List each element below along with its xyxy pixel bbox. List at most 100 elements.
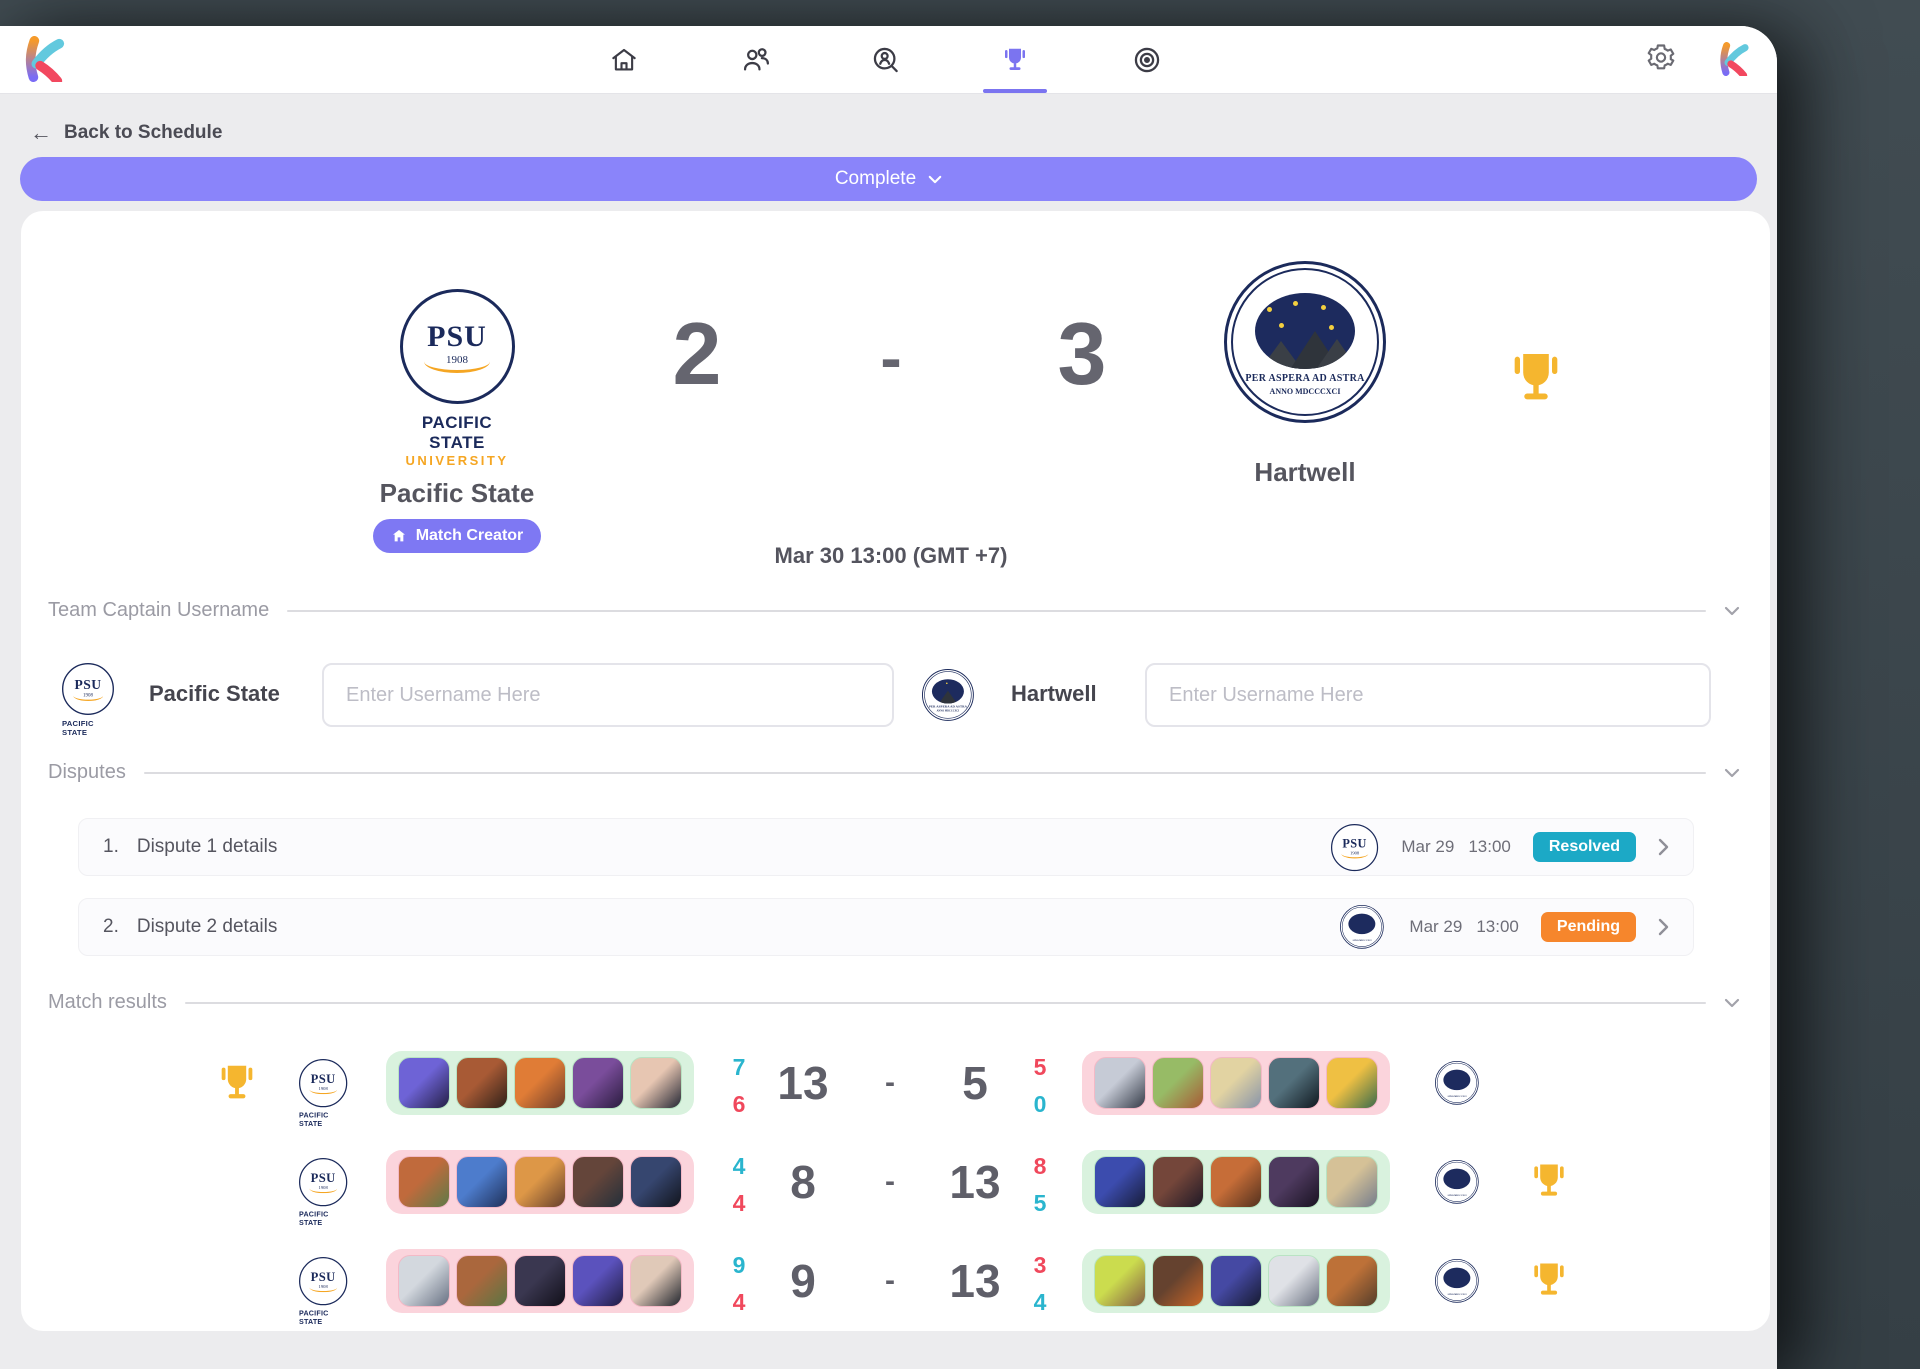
half-scores-right: 3 4 — [1033, 1252, 1047, 1315]
chevron-down-icon[interactable] — [1724, 768, 1740, 778]
agent-avatar — [1268, 1057, 1320, 1109]
team-left-mini-logo: PSU 1908 PACIFIC STATE — [299, 1158, 348, 1227]
dispute-team-logo: PSU 1908 — [1329, 823, 1379, 871]
map-winner-trophy-icon — [214, 1060, 260, 1111]
status-label: Complete — [834, 168, 917, 189]
results-section-title: Match results — [48, 991, 167, 1013]
chevron-down-icon[interactable] — [1724, 606, 1740, 616]
match-creator-badge: Match Creator — [372, 519, 542, 553]
half-scores-left: 9 4 — [732, 1252, 746, 1315]
agent-avatar — [1152, 1156, 1204, 1208]
score-left: 2 — [672, 304, 722, 403]
team-left-block: PSU 1908 PACIFIC STATE UNIVERSITY Pacifi… — [347, 289, 567, 553]
agent-avatar — [514, 1057, 566, 1109]
team-right-mini-logo: ANNO MDCCCXCI — [1435, 1061, 1479, 1105]
brand-k-logo[interactable] — [20, 36, 66, 82]
teams-icon[interactable] — [736, 40, 776, 80]
half-scores-right: 8 5 — [1033, 1153, 1047, 1216]
agent-avatar — [398, 1255, 450, 1307]
winner-trophy-icon — [1504, 346, 1568, 415]
result-row-2: PSU 1908 PACIFIC STATE 4 4 8 - 13 — [21, 1150, 1770, 1226]
dispute-row-1[interactable]: 1. Dispute 1 details PSU 1908 — [78, 818, 1694, 876]
map-score-right: 13 — [949, 1255, 1001, 1307]
team-left-mini-logo: PSU 1908 PACIFIC STATE — [299, 1059, 348, 1128]
team-left-mini-logo: PSU 1908 PACIFIC STATE — [62, 663, 114, 737]
agent-avatar — [1094, 1255, 1146, 1307]
dispute-datetime: Mar 29 13:00 — [1409, 917, 1519, 936]
agent-avatar — [630, 1057, 682, 1109]
agent-avatar — [1152, 1255, 1204, 1307]
map-score-separator: - — [885, 1066, 895, 1099]
agent-avatar — [456, 1156, 508, 1208]
half-scores-left: 4 4 — [732, 1153, 746, 1216]
agent-avatar — [1152, 1057, 1204, 1109]
active-tab-underline — [983, 89, 1047, 93]
agents-panel-right — [1082, 1249, 1390, 1313]
dispute-team-logo: ANNO MDCCCXCI — [1337, 905, 1387, 949]
agent-avatar — [514, 1255, 566, 1307]
agent-avatar — [630, 1255, 682, 1307]
match-datetime: Mar 30 13:00 (GMT +7) — [774, 543, 1008, 568]
captain-right-team-label: Hartwell — [1011, 681, 1097, 706]
team-right-mini-logo: ANNO MDCCCXCI — [1435, 1160, 1479, 1204]
agent-avatar — [1210, 1057, 1262, 1109]
section-divider — [287, 609, 1706, 612]
agent-avatar — [572, 1255, 624, 1307]
section-divider — [184, 1001, 1706, 1004]
agents-panel-right — [1082, 1150, 1390, 1214]
agent-avatar — [572, 1057, 624, 1109]
map-score-left: 8 — [790, 1156, 816, 1208]
score-separator: - — [880, 322, 902, 394]
disputes-section-title: Disputes — [48, 761, 126, 783]
agent-avatar — [572, 1156, 624, 1208]
result-row-3: PSU 1908 PACIFIC STATE 9 4 9 - 13 — [21, 1249, 1770, 1325]
dispute-status-badge: Pending — [1540, 912, 1636, 942]
match-status-dropdown[interactable]: Complete — [20, 157, 1757, 201]
map-score-separator: - — [885, 1165, 895, 1198]
agents-panel-left — [386, 1150, 694, 1214]
agent-avatar — [514, 1156, 566, 1208]
dispute-datetime: Mar 29 13:00 — [1401, 837, 1511, 856]
map-winner-trophy-icon — [1527, 1159, 1571, 1208]
profile-k-logo[interactable] — [1716, 42, 1750, 76]
hartwell-logo: PER ASPERA AD ASTRA ANNO MDCCCXCI — [1224, 261, 1386, 423]
disputes-section-header: Disputes — [48, 761, 1740, 784]
agent-avatar — [1210, 1156, 1262, 1208]
captain-right-username-input[interactable] — [1145, 663, 1711, 727]
map-score-right: 13 — [949, 1156, 1001, 1208]
team-right-block: PER ASPERA AD ASTRA ANNO MDCCCXCI Hartwe… — [1175, 261, 1435, 488]
half-scores-right: 5 0 — [1033, 1054, 1047, 1117]
agent-avatar — [398, 1057, 450, 1109]
dispute-status-badge: Resolved — [1532, 832, 1636, 862]
chevron-down-icon[interactable] — [1724, 998, 1740, 1008]
agents-panel-left — [386, 1051, 694, 1115]
map-score-left: 13 — [777, 1057, 829, 1109]
half-scores-left: 7 6 — [732, 1054, 746, 1117]
agent-avatar — [1268, 1156, 1320, 1208]
back-arrow-icon: ← — [30, 120, 52, 145]
settings-gear-icon[interactable] — [1645, 41, 1677, 78]
map-score-right: 5 — [962, 1057, 988, 1109]
agent-avatar — [1268, 1255, 1320, 1307]
dispute-row-2[interactable]: 2. Dispute 2 details ANNO MDCCCXCI — [78, 898, 1694, 956]
back-to-schedule-link[interactable]: ← Back to Schedule — [30, 120, 222, 146]
captain-left-username-input[interactable] — [322, 663, 894, 727]
agents-panel-right — [1082, 1051, 1390, 1115]
map-score-separator: - — [885, 1264, 895, 1297]
chevron-right-icon[interactable] — [1658, 838, 1669, 856]
captain-left-team-label: Pacific State — [149, 681, 280, 706]
agent-avatar — [456, 1057, 508, 1109]
captains-section-title: Team Captain Username — [48, 599, 270, 621]
player-search-icon[interactable] — [866, 40, 906, 80]
team-right-mini-logo: ANNO MDCCCXCI — [1435, 1259, 1479, 1303]
chevron-right-icon[interactable] — [1658, 918, 1669, 936]
agent-avatar — [1210, 1255, 1262, 1307]
home-badge-icon — [392, 530, 405, 542]
home-icon[interactable] — [604, 40, 644, 80]
team-right-mini-logo: PER ASPERA AD ASTRA ANNO MDCCCXCI — [922, 669, 974, 721]
tournaments-trophy-icon-active[interactable] — [995, 40, 1035, 80]
dispute-text: Dispute 2 details — [136, 916, 278, 937]
matches-target-icon[interactable] — [1127, 40, 1167, 80]
agent-avatar — [1326, 1156, 1378, 1208]
